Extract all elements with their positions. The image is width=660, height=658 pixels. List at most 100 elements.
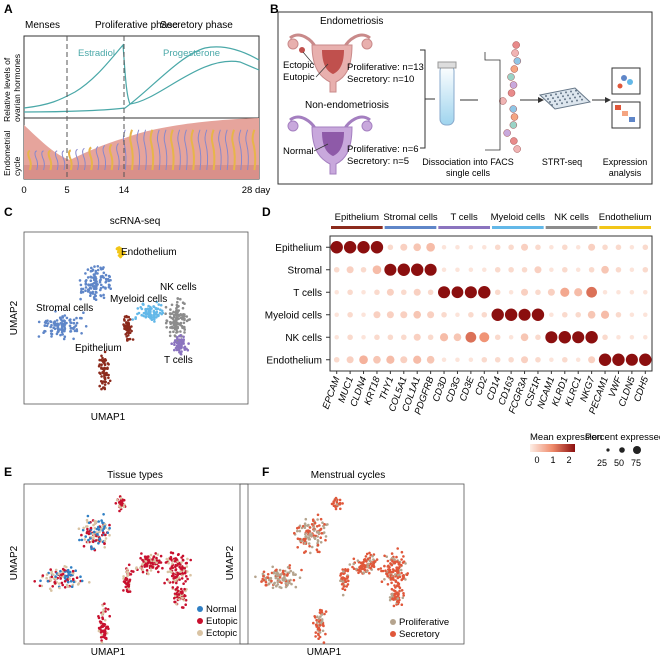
umap-point [171,562,174,565]
umap-point [393,584,396,587]
cell [510,65,519,73]
umap-point [63,314,67,317]
umap-point [68,319,71,322]
umap-point [69,326,73,330]
umap-point [55,572,59,575]
e-legend-ectopic-dot [197,630,203,636]
umap-point [104,533,107,537]
umap-point [95,280,98,284]
umap-point [394,579,398,582]
gland [68,149,73,171]
umap-point [97,629,101,633]
umap-point [402,592,405,595]
d-dot [361,334,366,340]
umap-point [344,578,347,582]
umap-point [139,566,142,569]
d-dot [587,310,596,319]
umap-point [50,329,54,333]
umap-point [335,503,339,506]
umap-point [140,552,143,555]
umap-point [99,372,102,376]
umap-point [296,546,300,549]
umap-point [145,563,149,566]
umap-point [305,535,308,538]
f-frame [239,483,465,645]
umap-point [103,546,106,549]
umap-point [390,587,394,591]
umap-point [289,569,293,573]
d-dot [481,356,488,363]
umap-point [62,337,66,341]
umap-point [269,576,273,580]
umap-point [176,560,179,563]
umap-point [181,596,184,600]
umap-point [124,333,127,336]
umap-point [272,582,276,586]
umap-point [343,588,347,592]
umap-point [398,586,402,590]
umap-point [127,580,130,584]
e-legend-ectopic: Ectopic [206,628,237,639]
umap-point [303,551,306,554]
d-row-label: Stromal [288,265,322,276]
umap-point [364,555,368,558]
umap-point [379,567,383,570]
umap-point [312,519,315,523]
umap-point [366,557,370,561]
umap-point [291,571,295,574]
d-size-dot-50 [619,447,625,453]
umap-point [174,568,178,571]
c-label-epithelium: Epithelium [75,343,122,354]
umap-point [282,572,286,576]
well [570,90,572,93]
d-group-label: T cells [451,212,479,223]
umap-point [178,562,181,566]
well [576,99,578,102]
umap-point [63,335,67,339]
umap-point [176,573,180,577]
gland [136,129,141,171]
umap-point [115,247,119,251]
d-dot [625,353,638,366]
umap-point [100,283,103,287]
umap-point [312,529,316,532]
umap-point [90,545,93,548]
d-dot [453,333,462,342]
umap-point [367,562,370,566]
umap-point [103,525,106,528]
d-dot [575,267,581,273]
umap-point [164,321,168,325]
umap-point [396,576,400,580]
umap-point [168,570,172,573]
umap-point [100,267,103,271]
umap-point [127,324,130,328]
umap-point [59,577,62,580]
umap-point [63,576,67,580]
d-dot [468,267,474,273]
umap-point [161,566,164,570]
umap-point [339,507,342,511]
umap-point [318,524,321,527]
umap-point [65,565,68,569]
d-dot [441,244,447,250]
umap-point [183,571,187,574]
umap-point [175,558,179,561]
umap-point [261,572,265,576]
umap-point [118,250,122,254]
d-dot [615,266,622,273]
umap-point [137,311,141,315]
umap-point [99,631,103,634]
umap-point [292,573,295,576]
umap-point [302,538,306,541]
umap-point [59,322,62,325]
d-dot [508,244,514,251]
umap-point [122,589,125,592]
umap-point [95,527,99,531]
umap-point [100,519,103,522]
umap-point [176,589,180,593]
d-dot [535,334,541,341]
umap-point [178,334,181,338]
umap-point [108,526,111,530]
d-group-bar [384,226,437,229]
umap-point [319,536,323,539]
